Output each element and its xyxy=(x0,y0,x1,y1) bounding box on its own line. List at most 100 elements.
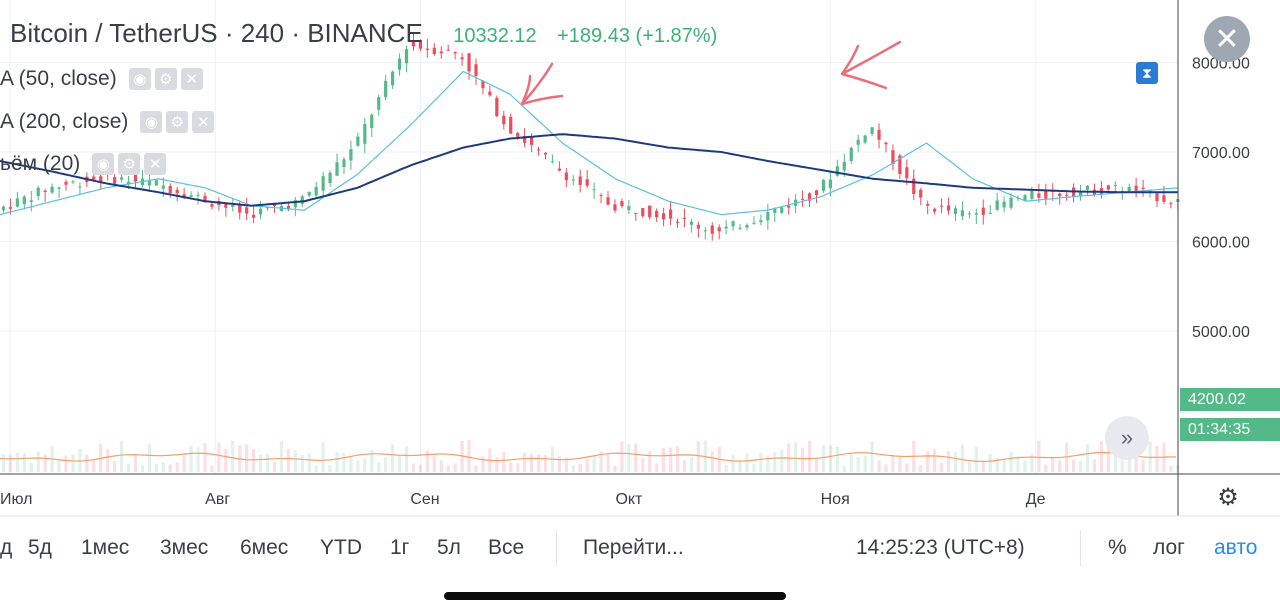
eye-icon[interactable]: ◉ xyxy=(128,68,151,90)
candle-body xyxy=(335,162,339,176)
range-6m-button[interactable]: 6мес xyxy=(240,536,289,559)
close-icon[interactable]: ✕ xyxy=(180,68,203,90)
candle-body xyxy=(1169,203,1173,205)
gear-icon[interactable]: ⚙ xyxy=(154,68,177,90)
eye-icon[interactable]: ◉ xyxy=(140,111,163,133)
candle-body xyxy=(1037,193,1041,198)
ma-50-line xyxy=(0,70,1179,216)
gear-icon[interactable]: ⚙ xyxy=(166,111,189,133)
candle-body xyxy=(439,51,443,54)
candle-body xyxy=(258,208,263,215)
gear-icon[interactable]: ⚙ xyxy=(1217,483,1239,511)
clock-timezone[interactable]: 14:25:23 (UTC+8) xyxy=(856,536,1025,559)
volume-bar xyxy=(682,460,687,472)
volume-bar xyxy=(842,465,846,472)
candle-body xyxy=(710,225,714,234)
volume-bar xyxy=(349,456,353,472)
volume-bar xyxy=(22,453,26,472)
annotation-arrow xyxy=(520,62,564,106)
home-indicator xyxy=(444,592,786,600)
close-icon[interactable]: ✕ xyxy=(192,111,215,133)
candle-body xyxy=(1078,191,1083,196)
volume-bar xyxy=(794,442,798,472)
range-1d-button[interactable]: д xyxy=(0,536,13,559)
range-3m-button[interactable]: 3мес xyxy=(160,536,209,559)
gear-icon[interactable]: ⚙ xyxy=(118,153,141,175)
candle-body xyxy=(265,207,270,209)
legend-ma50[interactable]: A (50, close) ◉ ⚙ ✕ xyxy=(0,66,207,92)
volume-bar xyxy=(133,453,138,472)
eye-icon[interactable]: ◉ xyxy=(92,153,115,175)
candle-body xyxy=(870,127,874,134)
close-icon[interactable]: ✕ xyxy=(1204,16,1250,62)
candle-body xyxy=(752,222,756,224)
candle-body xyxy=(529,136,534,145)
candle-body xyxy=(828,179,832,189)
percent-scale-toggle[interactable]: % xyxy=(1108,536,1127,559)
volume-bar xyxy=(328,465,332,472)
volume-bar xyxy=(780,449,784,472)
candle-body xyxy=(780,207,784,213)
candle-body xyxy=(509,116,513,134)
volume-bar xyxy=(15,453,19,472)
volume-bar xyxy=(1127,459,1131,472)
volume-bar xyxy=(182,455,186,472)
candle-body xyxy=(571,179,575,181)
volume-bar xyxy=(64,455,68,472)
candle-body xyxy=(1030,190,1034,199)
candle-body xyxy=(300,196,304,204)
volume-bar xyxy=(724,464,728,472)
candle-body xyxy=(425,48,429,50)
volume-bar xyxy=(71,454,75,472)
candle-body xyxy=(668,209,673,219)
hourglass-icon[interactable]: ⧗ xyxy=(1136,62,1158,84)
candle-body xyxy=(974,213,978,215)
chevron-double-right-icon[interactable]: » xyxy=(1105,416,1149,460)
candle-body xyxy=(342,159,346,168)
candle-body xyxy=(57,187,61,189)
log-scale-toggle[interactable]: лог xyxy=(1153,536,1185,559)
range-all-button[interactable]: Все xyxy=(488,536,525,559)
range-ytd-button[interactable]: YTD xyxy=(320,536,362,559)
volume-bar xyxy=(988,453,992,472)
volume-bar xyxy=(370,449,374,472)
volume-bar xyxy=(432,453,436,472)
volume-bar xyxy=(168,464,172,472)
range-1m-button[interactable]: 1мес xyxy=(81,536,130,559)
close-icon[interactable]: ✕ xyxy=(144,153,167,175)
legend-ma200[interactable]: A (200, close) ◉ ⚙ ✕ xyxy=(0,109,218,135)
volume-bar xyxy=(578,463,582,472)
volume-bar xyxy=(314,465,318,472)
volume-bar xyxy=(995,457,999,472)
candle-body xyxy=(835,166,839,176)
range-1y-button[interactable]: 1г xyxy=(390,536,410,559)
range-5d-button[interactable]: 5д xyxy=(28,536,52,559)
candle-body xyxy=(314,186,318,196)
volume-bar xyxy=(1106,442,1110,472)
candle-body xyxy=(1162,195,1166,202)
goto-date-button[interactable]: Перейти... xyxy=(583,536,684,559)
volume-bar xyxy=(863,455,867,472)
symbol-title[interactable]: Bitcoin / TetherUS · 240 · BINANCE xyxy=(10,18,423,48)
candle-body xyxy=(557,168,561,171)
legend-volume[interactable]: ьём (20) ◉ ⚙ ✕ xyxy=(0,151,170,177)
volume-bar xyxy=(564,457,568,472)
volume-bar xyxy=(710,451,714,472)
candle-body xyxy=(189,195,193,197)
candle-body xyxy=(36,187,40,197)
candle-body xyxy=(696,224,700,229)
candle-body xyxy=(800,198,805,200)
auto-scale-toggle[interactable]: авто xyxy=(1214,536,1258,559)
volume-bar xyxy=(1051,456,1055,472)
legend-label: ьём (20) xyxy=(0,152,81,175)
volume-bar xyxy=(252,449,256,472)
volume-bar xyxy=(599,451,603,472)
volume-bar xyxy=(85,454,89,472)
volume-bar xyxy=(265,453,270,472)
volume-bar xyxy=(745,453,749,472)
range-5y-button[interactable]: 5л xyxy=(437,536,461,559)
candle-body xyxy=(203,195,207,203)
candle-body xyxy=(1141,187,1145,190)
volume-bar xyxy=(752,464,756,472)
